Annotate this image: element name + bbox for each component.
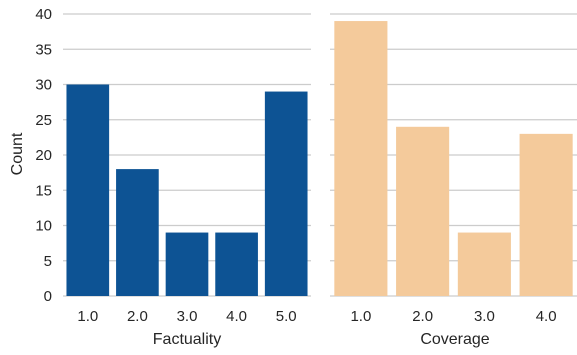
x-tick-label: 5.0	[276, 308, 297, 325]
x-tick-label: 3.0	[177, 308, 198, 325]
x-tick-label: 2.0	[412, 308, 433, 325]
bar-3.0	[165, 232, 209, 296]
x-tick-label: 4.0	[226, 308, 247, 325]
y-tick-label: 25	[35, 112, 52, 129]
factuality-panel: 0 5 10 15 20 25 30 35 40 1.0 2.0 3.0 4.0 5.0	[35, 6, 311, 325]
x-tick-label: 3.0	[474, 308, 495, 325]
y-axis-label: Count	[9, 132, 26, 175]
y-tick-label: 15	[35, 182, 52, 199]
bar-2.0	[396, 126, 450, 296]
x-tick-label: 1.0	[77, 308, 98, 325]
y-tick-label: 40	[35, 6, 52, 23]
y-tick-label: 10	[35, 218, 52, 235]
x-tick-label: 2.0	[127, 308, 148, 325]
y-tick-label: 35	[35, 41, 52, 58]
y-tick-label: 5	[44, 253, 52, 270]
coverage-panel: 1.0 2.0 3.0 4.0	[330, 13, 577, 325]
bar-3.0	[457, 232, 511, 296]
y-tick-label: 0	[44, 288, 52, 305]
x-axis-label-coverage: Coverage	[420, 331, 489, 348]
x-tick-label: 1.0	[350, 308, 371, 325]
bar-1.0	[334, 21, 388, 297]
x-axis-label-factuality: Factuality	[153, 331, 221, 348]
bar-4.0	[519, 133, 573, 296]
bar-5.0	[264, 91, 308, 296]
bar-1.0	[66, 84, 110, 296]
bar-4.0	[215, 232, 258, 296]
x-tick-label: 4.0	[536, 308, 557, 325]
y-tick-label: 30	[35, 77, 52, 94]
y-tick-label: 20	[35, 147, 52, 164]
bar-2.0	[116, 169, 159, 296]
